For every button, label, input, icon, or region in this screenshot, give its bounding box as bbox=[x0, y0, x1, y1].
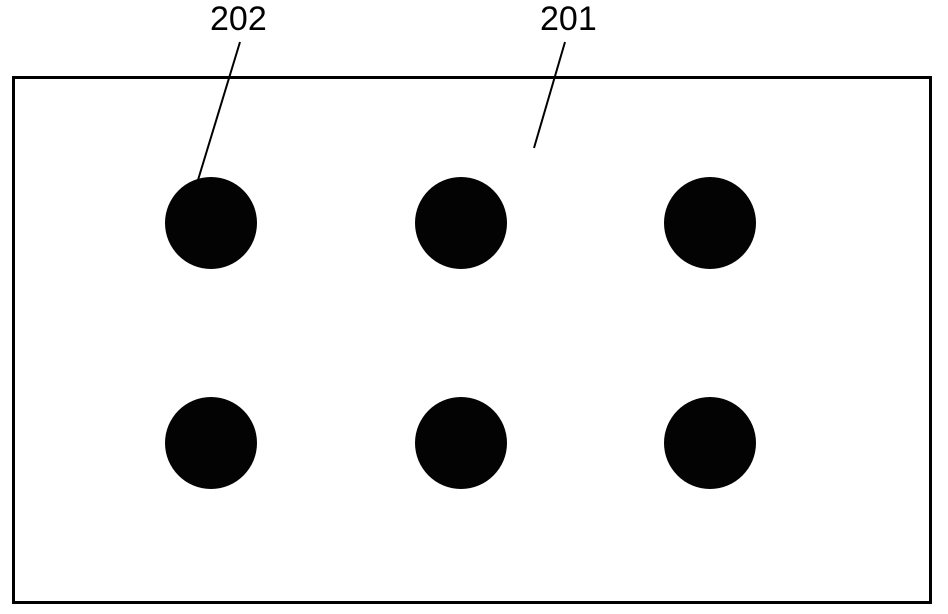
dot-4 bbox=[415, 397, 507, 489]
diagram-container bbox=[12, 76, 932, 604]
dot-2 bbox=[664, 177, 756, 269]
callout-label-202: 202 bbox=[210, 0, 267, 39]
dot-0 bbox=[165, 177, 257, 269]
callout-label-201: 201 bbox=[540, 0, 597, 39]
dot-1 bbox=[415, 177, 507, 269]
dot-3 bbox=[165, 397, 257, 489]
dot-5 bbox=[664, 397, 756, 489]
